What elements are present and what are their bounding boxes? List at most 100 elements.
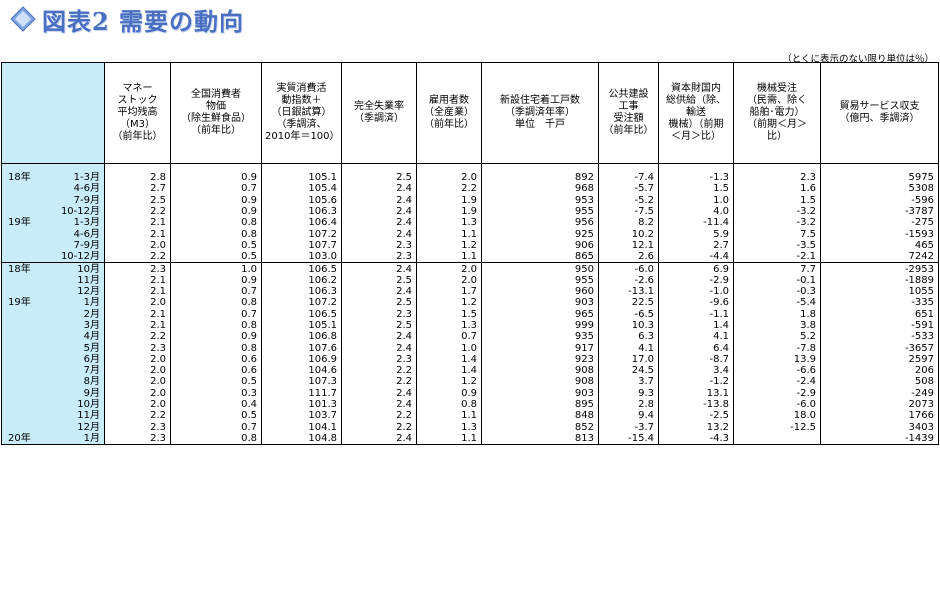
value-cell: 925 (481, 228, 599, 240)
period-label: 1-3月 (73, 217, 100, 229)
value-cell: -2.9 (733, 387, 821, 399)
value-cell: -2.1 (733, 251, 821, 263)
value-cell: 965 (481, 308, 599, 320)
value-cell: 106.5 (261, 308, 342, 320)
value-cell: 999 (481, 319, 599, 332)
value-cell: 2.3 (104, 432, 171, 446)
value-cell: 1.0 (170, 262, 262, 275)
value-cell: 2.4 (341, 331, 417, 343)
value-cell: 0.8 (416, 398, 482, 411)
value-cell: 5975 (820, 172, 939, 184)
value-cell: -5.7 (598, 183, 659, 195)
column-header: マネー ストック 平均残高 （M3） （前年比） (104, 62, 171, 164)
value-cell: 7.5 (733, 228, 821, 240)
table-row: 5月 2.3 0.8 107.6 2.4 1.0 917 4.1 6.4 -7.8 -3657 (1, 342, 939, 354)
page-title: 図表2 需要の動向 (42, 7, 245, 36)
period-label: 10-12月 (60, 251, 100, 263)
value-cell: 101.3 (261, 398, 342, 411)
value-cell: -0.1 (733, 274, 821, 286)
spacer-cell (1, 163, 105, 172)
period-cell: 7月 (1, 365, 105, 377)
value-cell: 2.0 (104, 365, 171, 377)
value-cell: -6.0 (733, 398, 821, 411)
value-cell: -1.1 (658, 308, 734, 320)
period-label: 7-9月 (73, 239, 100, 251)
value-cell: 0.4 (170, 398, 262, 411)
value-cell: -8.7 (658, 353, 734, 366)
column-header: 新設住宅着工戸数 （季調済年率） 単位 千戸 (481, 62, 599, 164)
value-cell: 2.1 (104, 217, 171, 229)
table-row: 8月 2.0 0.5 107.3 2.2 1.2 908 3.7 -1.2 -2.4 508 (1, 376, 939, 388)
value-cell: 0.8 (170, 228, 262, 240)
value-cell: 903 (481, 387, 599, 399)
spacer-cell (481, 163, 599, 172)
spacer-cell (104, 163, 171, 172)
period-cell: 12月 (1, 421, 105, 433)
value-cell: 1.1 (416, 251, 482, 263)
value-cell: -1.0 (658, 285, 734, 298)
spacer-cell (733, 163, 821, 172)
value-cell: 0.3 (170, 387, 262, 399)
value-cell: 6.4 (658, 342, 734, 354)
header: 図表2 需要の動向 (0, 0, 940, 46)
period-cell: 11月 (1, 274, 105, 286)
value-cell: -249 (820, 387, 939, 399)
value-cell: 2.2 (104, 251, 171, 263)
value-cell: 104.8 (261, 432, 342, 446)
period-label: 4-6月 (73, 183, 100, 195)
value-cell: 106.3 (261, 205, 342, 218)
spacer-cell (416, 163, 482, 172)
demand-table-container: マネー ストック 平均残高 （M3） （前年比） 全国消費者 物価 （除生鮮食品） （前年比）実… (1, 62, 939, 446)
value-cell: -275 (820, 217, 939, 229)
value-cell: 6.9 (658, 262, 734, 275)
value-cell: 2.5 (341, 319, 417, 332)
value-cell: 107.3 (261, 376, 342, 388)
value-cell: 955 (481, 274, 599, 286)
value-cell: 2.5 (104, 194, 171, 206)
column-header: 公共建設 工事 受注額 （前年比） (598, 62, 659, 164)
value-cell: 2.4 (341, 194, 417, 206)
period-cell: 2月 (1, 308, 105, 320)
value-cell: 2.6 (598, 251, 659, 263)
spacer-cell (658, 163, 734, 172)
value-cell: -596 (820, 194, 939, 206)
value-cell: 1.5 (733, 194, 821, 206)
column-header: 実質消費活 動指数＋ （日銀試算） （季調済、 2010年＝100） (261, 62, 342, 164)
value-cell: 106.3 (261, 285, 342, 298)
value-cell: 2.2 (416, 183, 482, 195)
value-cell: 2.8 (104, 172, 171, 184)
value-cell: 0.7 (170, 183, 262, 195)
value-cell: 7.7 (733, 262, 821, 275)
value-cell: 2.3 (104, 262, 171, 275)
value-cell: 1.7 (416, 285, 482, 298)
period-cell: 8月 (1, 376, 105, 388)
value-cell: 1.3 (416, 421, 482, 433)
value-cell: 651 (820, 308, 939, 320)
table-row: 7月 2.0 0.6 104.6 2.2 1.4 908 24.5 3.4 -6.6 206 (1, 365, 939, 377)
value-cell: 2.4 (341, 205, 417, 218)
value-cell: -0.3 (733, 285, 821, 298)
value-cell: 2.1 (104, 308, 171, 320)
column-header: 雇用者数 （全産業） （前年比） (416, 62, 482, 164)
value-cell: 4.0 (658, 205, 734, 218)
period-label: 1月 (83, 432, 100, 444)
value-cell: 2.0 (104, 297, 171, 309)
value-cell: 2.3 (341, 308, 417, 320)
value-cell: -7.8 (733, 342, 821, 354)
value-cell: 10.2 (598, 228, 659, 240)
spacer-cell (598, 163, 659, 172)
value-cell: 104.6 (261, 365, 342, 377)
value-cell: 1.2 (416, 297, 482, 309)
period-cell: 6月 (1, 353, 105, 366)
period-header (1, 62, 105, 164)
table-row: 20年 1月 2.3 0.8 104.8 2.4 1.1 813 -15.4 -4.3 -1439 (1, 432, 939, 446)
value-cell: 508 (820, 376, 939, 388)
period-label: 12月 (77, 286, 100, 298)
value-cell: 0.9 (170, 331, 262, 343)
value-cell: 1.9 (416, 205, 482, 218)
value-cell: -2.6 (598, 274, 659, 286)
value-cell: 0.9 (170, 274, 262, 286)
value-cell: 106.5 (261, 262, 342, 275)
value-cell: 105.4 (261, 183, 342, 195)
period-label: 10月 (77, 399, 100, 411)
